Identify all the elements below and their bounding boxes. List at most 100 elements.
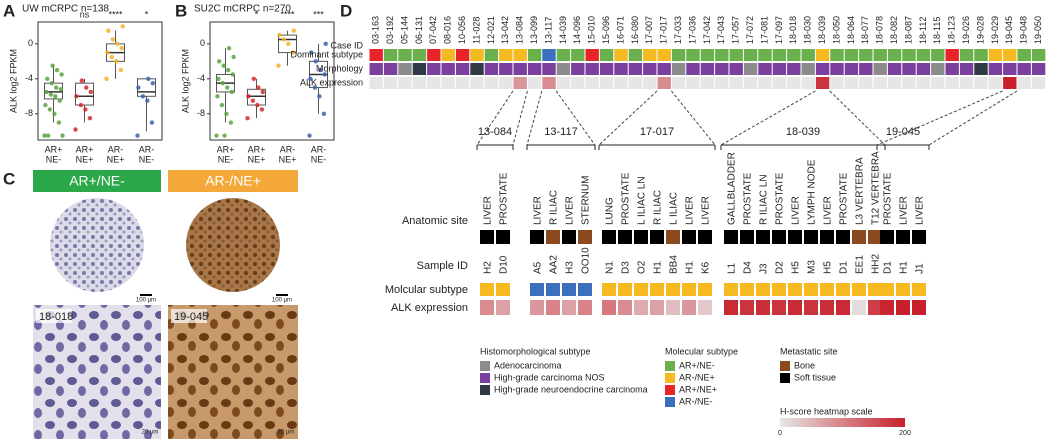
- morphology-cell: [700, 63, 715, 75]
- morphology-cell: [974, 63, 988, 75]
- point: [48, 92, 53, 97]
- alk-cell: [880, 300, 894, 315]
- point: [115, 41, 120, 47]
- subtype-cell: [585, 49, 599, 61]
- x-tick-label: AR-: [139, 144, 155, 154]
- sample-id: EE1: [855, 255, 866, 274]
- sample-id: BB4: [669, 255, 680, 274]
- row-label: ALK expression: [300, 77, 363, 87]
- site-label: R ILIAC LN: [759, 174, 770, 225]
- link: [720, 90, 816, 146]
- morphology-cell: [945, 63, 959, 75]
- case-id: 15-010: [587, 16, 597, 44]
- case-id: 18-050: [831, 16, 841, 44]
- scale-label: 100 µm: [272, 298, 292, 304]
- significance: ***: [313, 9, 324, 19]
- morphology-cell: [427, 63, 441, 75]
- subtype-cell: [1031, 49, 1046, 61]
- alk-cell: [772, 77, 787, 89]
- alk-cell: [724, 300, 738, 315]
- subtype-cell: [700, 49, 715, 61]
- case-id: 18-078: [875, 16, 885, 44]
- row-label: ALK expression: [391, 302, 468, 314]
- sample-id: L1: [727, 262, 738, 274]
- point: [87, 115, 93, 121]
- sample-id: N1: [605, 261, 616, 274]
- subtype-cell: [650, 283, 664, 296]
- scale-label: 100 µm: [136, 298, 156, 304]
- morphology-cell: [412, 63, 427, 75]
- case-id: 14-039: [558, 16, 568, 44]
- point: [224, 111, 229, 116]
- point: [219, 102, 225, 108]
- subtype-cell: [788, 283, 802, 296]
- legend-swatch: [665, 385, 675, 395]
- subtype-cell: [1017, 49, 1031, 61]
- subtype-cell: [724, 283, 738, 296]
- x-tick-label: AR-: [280, 144, 296, 154]
- sample-id: K6: [701, 261, 712, 274]
- sample-id: H5: [823, 261, 834, 274]
- point: [54, 67, 60, 73]
- subtype-cell: [527, 49, 542, 61]
- morphology-cell: [686, 63, 700, 75]
- subtype-cell: [682, 283, 696, 296]
- alk-cell: [634, 300, 648, 315]
- subtype-cell: [698, 283, 712, 296]
- alk-cell: [556, 77, 571, 89]
- site-cell: [698, 230, 712, 244]
- legend-swatch: [480, 361, 490, 371]
- subtype-cell: [530, 283, 544, 296]
- row-label: Anatomic site: [402, 215, 468, 227]
- site-cell: [740, 230, 754, 244]
- site-cell: [880, 230, 894, 244]
- alk-cell: [682, 300, 696, 315]
- scale-bar: [276, 294, 288, 296]
- subtype-cell: [868, 283, 882, 296]
- subtype-cell: [820, 283, 834, 296]
- subtype-cell: [614, 49, 628, 61]
- panel-letter: B: [175, 1, 187, 20]
- x-tick-label: AR+: [76, 144, 94, 154]
- alk-cell: [513, 77, 527, 89]
- legend-swatch: [480, 385, 490, 395]
- subtype-cell: [902, 49, 916, 61]
- point: [118, 67, 124, 73]
- case-id: 14-096: [572, 16, 582, 44]
- subtype-cell: [830, 49, 844, 61]
- sample-id: H3: [565, 261, 576, 274]
- legend-label: Soft tissue: [794, 372, 836, 382]
- point: [312, 85, 318, 90]
- x-tick-label: NE-: [46, 154, 62, 164]
- subtype-cell: [657, 49, 671, 61]
- site-label: STERNUM: [581, 176, 592, 225]
- subtype-cell: [804, 283, 818, 296]
- subtype-cell: [499, 49, 513, 61]
- case-id: 19-045: [1004, 16, 1014, 44]
- y-axis-label: ALK log2 FPKM: [180, 49, 190, 113]
- point: [220, 80, 225, 86]
- case-id: 19-050: [1033, 16, 1043, 44]
- subtype-cell: [743, 49, 758, 61]
- x-tick-label: NE-: [139, 154, 155, 164]
- x-tick-label: AR-: [108, 144, 124, 154]
- panel-letter: C: [3, 169, 15, 188]
- morphology-cell: [815, 63, 830, 75]
- subtype-cell: [836, 283, 850, 296]
- case-id: 13-099: [529, 16, 539, 44]
- significance: ****: [280, 9, 295, 19]
- alk-cell: [614, 77, 628, 89]
- sample-id: D3: [621, 261, 632, 274]
- site-cell: [912, 230, 926, 244]
- alk-cell: [441, 77, 455, 89]
- subtype-cell: [844, 49, 859, 61]
- site-cell: [546, 230, 560, 244]
- subtype-cell: [880, 283, 894, 296]
- site-label: GALLBLADDER: [727, 152, 738, 225]
- site-cell: [496, 230, 510, 244]
- alk-cell: [945, 77, 959, 89]
- alk-cell: [896, 300, 910, 315]
- site-cell: [868, 230, 882, 244]
- legend-swatch: [780, 361, 790, 371]
- alk-cell: [657, 77, 671, 89]
